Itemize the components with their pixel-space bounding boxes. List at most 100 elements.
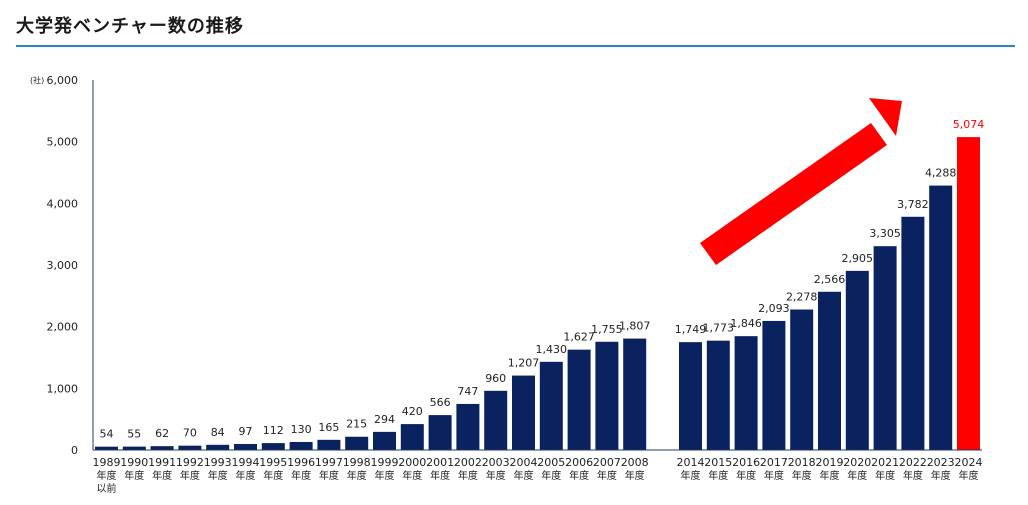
y-axis: 0 1,000 2,000 3,000 4,000 5,000 6,000(社) (30, 74, 94, 457)
x-tick-label: 年度 (124, 469, 144, 482)
data-label: 3,782 (897, 198, 929, 211)
y-tick-label: 1,000 (47, 382, 79, 395)
bar (623, 338, 647, 450)
bar (845, 270, 869, 450)
x-tick-label: 2004 (510, 456, 538, 469)
page-title: 大学発ベンチャー数の推移 (16, 16, 244, 37)
y-tick-label: 0 (71, 444, 78, 457)
x-tick-label: 年度 (458, 469, 478, 482)
bar (484, 390, 508, 450)
x-tick-label: 年度 (263, 469, 283, 482)
x-tick-label: 2023 (927, 456, 955, 469)
y-tick-label: 5,000 (47, 136, 79, 149)
bar (345, 436, 369, 450)
data-label: 165 (318, 421, 339, 434)
bar (400, 424, 424, 450)
x-tick-label: 1992 (176, 456, 204, 469)
x-tick-label: 2017 (760, 456, 788, 469)
data-label: 960 (485, 372, 506, 385)
x-tick-label: 1989 (93, 456, 121, 469)
x-tick-label: 年度 (514, 469, 534, 482)
data-label: 294 (374, 413, 395, 426)
bar (234, 444, 257, 450)
x-tick-label: 年度 (97, 469, 117, 482)
y-tick-label: 3,000 (47, 259, 79, 272)
data-label: 1,749 (675, 323, 707, 336)
x-tick-label: 年度 (208, 469, 228, 482)
data-label: 1,773 (703, 322, 735, 335)
x-tick-label: 2019 (816, 456, 844, 469)
x-tick-label: 2015 (704, 456, 732, 469)
data-label: 1,430 (536, 343, 568, 356)
x-tick-label: 年度 (959, 469, 979, 482)
x-tick-label: 年度 (681, 469, 701, 482)
bar (289, 441, 313, 450)
bar (373, 431, 396, 450)
x-tick-label: 年度 (597, 469, 617, 482)
x-tick-label: 2022 (899, 456, 927, 469)
data-label: 2,093 (758, 302, 790, 315)
bar (539, 361, 563, 450)
bar (428, 415, 452, 450)
data-label: 1,807 (619, 320, 651, 333)
x-tick-label: 以前 (97, 482, 117, 495)
data-label: 55 (127, 428, 141, 441)
data-label: 215 (346, 418, 367, 431)
data-label: 97 (239, 425, 253, 438)
x-tick-label: 年度 (792, 469, 812, 482)
trend-arrow-icon (700, 123, 887, 265)
bar (456, 403, 480, 450)
x-tick-label: 1996 (287, 456, 315, 469)
data-label: 566 (430, 396, 451, 409)
title-divider (16, 45, 1015, 47)
x-tick-label: 年度 (903, 469, 923, 482)
data-label: 70 (183, 427, 197, 440)
x-tick-label: 2018 (788, 456, 816, 469)
x-tick-label: 年度 (931, 469, 951, 482)
data-label: 1,846 (730, 317, 762, 330)
x-tick-label: 2003 (482, 456, 510, 469)
data-label: 112 (263, 424, 284, 437)
y-tick-label: 6,000 (47, 74, 79, 87)
x-tick-label: 2016 (732, 456, 760, 469)
data-label: 2,278 (786, 291, 818, 304)
x-tick-label: 年度 (180, 469, 200, 482)
x-tick-label: 年度 (708, 469, 728, 482)
data-label: 2,905 (842, 252, 874, 265)
annotation (700, 98, 902, 265)
x-tick-label: 年度 (569, 469, 589, 482)
x-axis: 1989年度以前1990年度1991年度1992年度1993年度1994年度19… (93, 449, 983, 495)
x-tick-label: 年度 (291, 469, 311, 482)
x-tick-label: 1998 (343, 456, 371, 469)
data-label: 1,755 (591, 323, 623, 336)
bar (122, 446, 146, 450)
x-tick-label: 1994 (232, 456, 260, 469)
bar (790, 309, 814, 450)
x-tick-label: 年度 (236, 469, 256, 482)
y-tick-label: 4,000 (47, 197, 79, 210)
data-label: 3,305 (869, 227, 901, 240)
bar (762, 320, 786, 450)
x-tick-label: 2024 (955, 456, 983, 469)
data-label: 130 (291, 423, 312, 436)
trend-arrow-head-icon (869, 98, 902, 136)
x-tick-label: 年度 (736, 469, 756, 482)
x-tick-label: 年度 (430, 469, 450, 482)
x-tick-label: 2007 (593, 456, 621, 469)
x-tick-label: 年度 (820, 469, 840, 482)
x-tick-label: 2002 (454, 456, 482, 469)
bar (957, 137, 980, 450)
x-tick-label: 2001 (426, 456, 454, 469)
data-label: 2,566 (814, 273, 846, 286)
bar (178, 445, 202, 450)
x-tick-label: 年度 (847, 469, 867, 482)
x-tick-label: 1999 (371, 456, 399, 469)
x-tick-label: 1995 (259, 456, 287, 469)
x-tick-label: 年度 (319, 469, 339, 482)
x-tick-label: 年度 (625, 469, 645, 482)
bar (261, 443, 285, 450)
x-tick-label: 年度 (875, 469, 895, 482)
bar (901, 216, 925, 450)
value-labels: 54 55 62 70 84 97 112 130 165 215 2944205667479601… (100, 118, 985, 441)
y-tick-label: 2,000 (47, 321, 79, 334)
